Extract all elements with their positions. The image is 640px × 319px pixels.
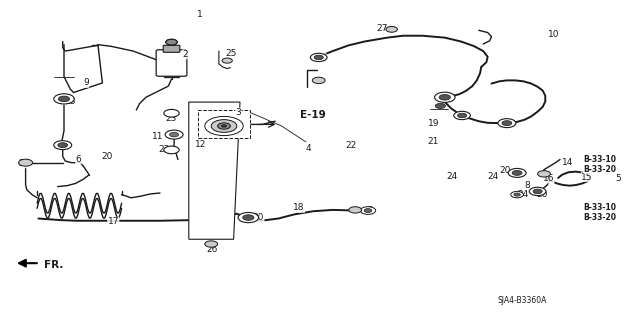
Text: 25: 25 <box>225 49 237 58</box>
Circle shape <box>211 120 237 132</box>
Text: 16: 16 <box>543 174 554 183</box>
Circle shape <box>218 123 230 129</box>
Text: 20: 20 <box>499 166 511 175</box>
Circle shape <box>538 171 550 177</box>
Text: 18: 18 <box>293 204 305 212</box>
Circle shape <box>166 39 177 45</box>
Circle shape <box>435 103 445 108</box>
Circle shape <box>514 193 520 196</box>
Text: 9: 9 <box>83 78 89 87</box>
Circle shape <box>205 241 218 247</box>
Circle shape <box>439 94 451 100</box>
Circle shape <box>164 146 179 154</box>
Circle shape <box>454 111 470 120</box>
FancyBboxPatch shape <box>198 110 250 138</box>
Text: 26: 26 <box>18 159 29 168</box>
FancyBboxPatch shape <box>156 50 187 76</box>
Text: FR.: FR. <box>44 260 63 271</box>
Circle shape <box>54 141 72 150</box>
Text: 24: 24 <box>447 172 458 181</box>
Text: 14: 14 <box>562 158 573 167</box>
Text: B-33-20: B-33-20 <box>584 165 617 174</box>
Circle shape <box>386 26 397 32</box>
Text: 20: 20 <box>536 190 548 199</box>
Circle shape <box>165 130 183 139</box>
Circle shape <box>533 189 542 194</box>
Circle shape <box>58 96 70 102</box>
Circle shape <box>508 168 526 177</box>
Text: 10: 10 <box>548 30 559 39</box>
Text: 17: 17 <box>108 217 119 226</box>
Circle shape <box>511 191 524 198</box>
Circle shape <box>164 109 179 117</box>
Text: 19: 19 <box>428 119 439 128</box>
Text: E-19: E-19 <box>300 110 325 120</box>
Circle shape <box>312 77 325 84</box>
Text: B-33-20: B-33-20 <box>584 213 617 222</box>
Text: 27: 27 <box>376 24 388 33</box>
Circle shape <box>166 39 177 45</box>
Text: 24: 24 <box>488 172 499 181</box>
Circle shape <box>364 209 372 212</box>
Circle shape <box>529 187 546 196</box>
Text: 5: 5 <box>616 174 621 183</box>
Circle shape <box>349 207 362 213</box>
Text: 12: 12 <box>195 140 207 149</box>
Text: 8: 8 <box>525 181 531 189</box>
Text: 13: 13 <box>65 97 77 106</box>
Circle shape <box>314 55 323 60</box>
Circle shape <box>310 53 327 62</box>
Text: 15: 15 <box>581 173 593 182</box>
Text: 2: 2 <box>182 50 188 59</box>
Circle shape <box>221 125 227 127</box>
Text: 20: 20 <box>101 152 113 161</box>
Text: 3: 3 <box>236 108 241 117</box>
Circle shape <box>458 113 467 118</box>
Text: B-33-10: B-33-10 <box>584 155 617 164</box>
Text: 23: 23 <box>165 114 177 122</box>
Circle shape <box>238 212 259 223</box>
Circle shape <box>243 215 254 220</box>
FancyBboxPatch shape <box>163 45 180 52</box>
Text: B-33-10: B-33-10 <box>584 204 617 212</box>
Circle shape <box>360 207 376 214</box>
Text: 1: 1 <box>197 10 203 19</box>
Circle shape <box>19 159 33 166</box>
Text: 20: 20 <box>253 213 264 222</box>
Text: 7: 7 <box>366 206 372 215</box>
Circle shape <box>170 132 179 137</box>
Text: 6: 6 <box>76 155 81 164</box>
Text: SJA4-B3360A: SJA4-B3360A <box>498 296 547 305</box>
Circle shape <box>435 92 455 102</box>
Text: 4: 4 <box>306 144 312 153</box>
Circle shape <box>205 116 243 136</box>
Circle shape <box>498 119 516 128</box>
Circle shape <box>502 121 512 126</box>
Text: 22: 22 <box>346 141 357 150</box>
Text: 23: 23 <box>159 145 170 154</box>
Circle shape <box>54 94 74 104</box>
Circle shape <box>512 170 522 175</box>
Text: 26: 26 <box>206 245 218 254</box>
Circle shape <box>222 58 232 63</box>
Text: 21: 21 <box>428 137 439 146</box>
Polygon shape <box>189 102 240 239</box>
Text: 24: 24 <box>517 190 529 199</box>
Text: 28: 28 <box>315 54 326 63</box>
Text: 11: 11 <box>152 132 164 141</box>
Circle shape <box>58 143 68 148</box>
